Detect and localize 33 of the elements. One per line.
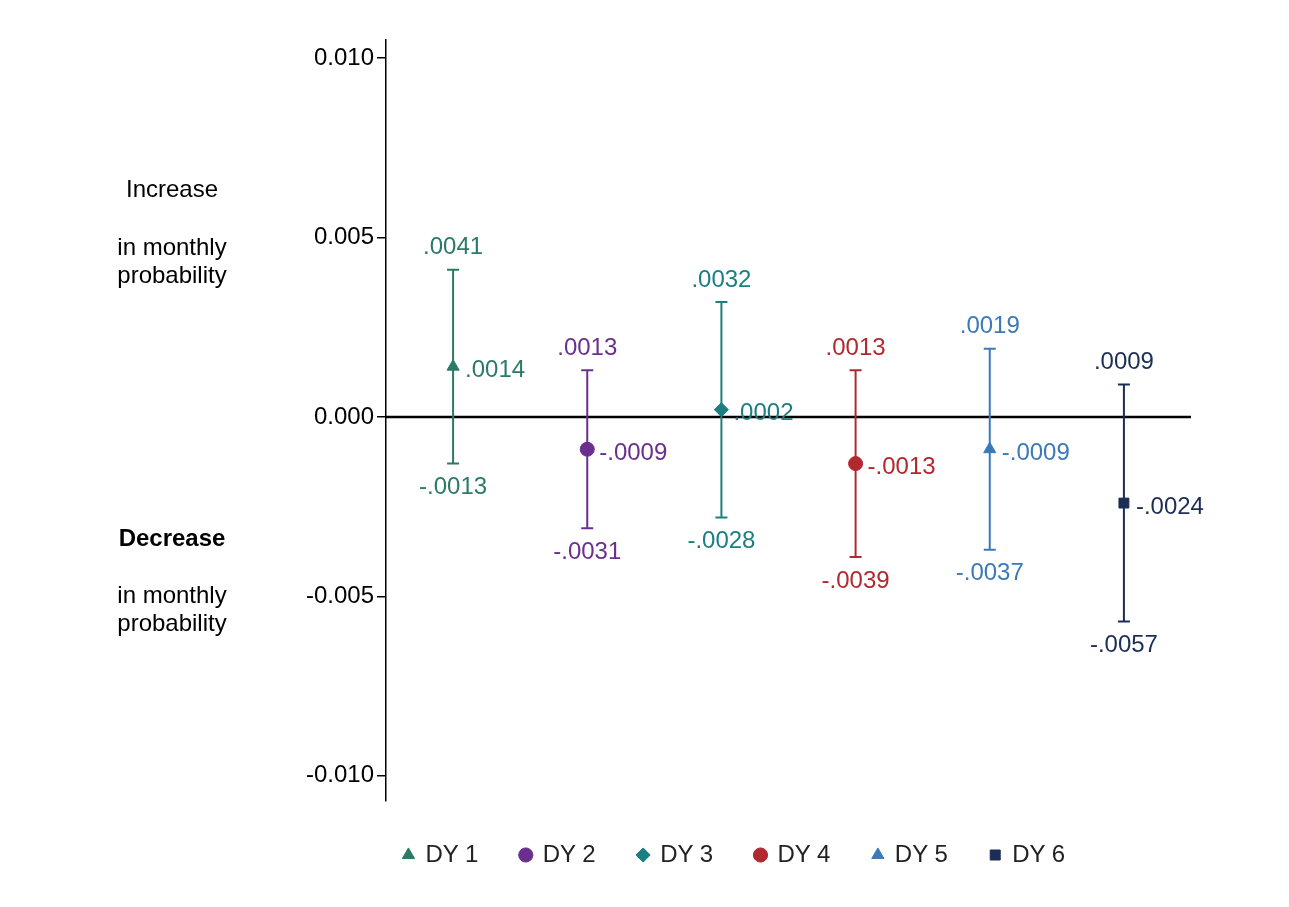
annotation: .0019 (959, 311, 1020, 339)
y-tick-label: 0.005 (313, 222, 374, 250)
annotation: -.0037 (955, 558, 1024, 586)
annotation: -.0057 (1089, 630, 1158, 658)
legend-label: DY 6 (1012, 839, 1066, 867)
legend-label: DY 2 (542, 839, 596, 867)
data-label: -.0009 (599, 437, 668, 465)
data-label: -.0013 (867, 452, 936, 480)
y-tick-label: -0.010 (305, 760, 374, 788)
annotation: .0041 (423, 232, 484, 260)
data-label: .0014 (465, 355, 526, 383)
annotation: .0032 (691, 264, 752, 292)
data-label: -.0009 (1001, 437, 1070, 465)
y-tick-label: 0.010 (313, 42, 374, 70)
annotation: .0013 (825, 332, 886, 360)
text: Increase (125, 175, 219, 203)
annotation: -.0031 (553, 536, 622, 564)
annotation: .0013 (557, 332, 618, 360)
text: Decrease (118, 523, 226, 551)
data-label: -.0024 (1135, 491, 1204, 519)
y-tick-label: 0.000 (313, 401, 374, 429)
annotation: -.0013 (419, 472, 488, 500)
point (1118, 497, 1130, 509)
text: in monthly probability (117, 581, 227, 637)
legend-label: DY 3 (660, 839, 714, 867)
text: in monthly probability (117, 232, 227, 288)
annotation: -.0039 (821, 565, 890, 593)
legend-label: DY 1 (425, 839, 479, 867)
legend-label: DY 4 (777, 839, 831, 867)
legend-label: DY 5 (894, 839, 948, 867)
annotation: -.0028 (687, 526, 756, 554)
annotation: .0009 (1093, 347, 1154, 375)
y-tick-label: -0.005 (305, 581, 374, 609)
